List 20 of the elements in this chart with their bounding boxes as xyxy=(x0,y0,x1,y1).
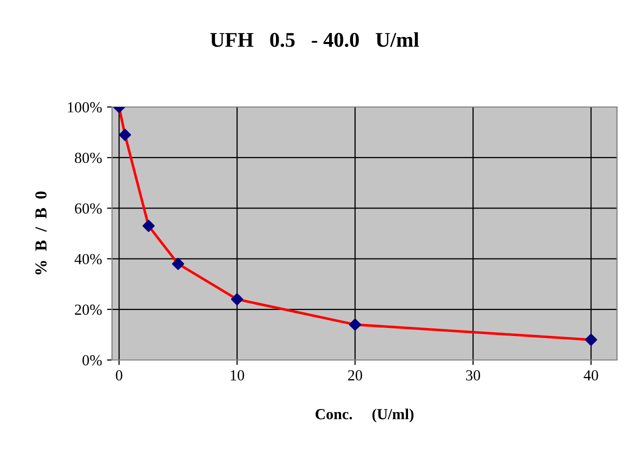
y-tick-label: 80% xyxy=(74,152,102,164)
point xyxy=(584,334,598,346)
point xyxy=(348,318,362,331)
y-axis-title: % B / B 0 xyxy=(35,192,47,274)
x-axis-title: Conc. (U/ml) xyxy=(316,408,414,422)
chart-title: UFH 0.5 - 40.0 U/ml xyxy=(210,32,419,48)
x-tick-label: 30 xyxy=(466,370,480,380)
y-tick-label: 40% xyxy=(74,254,102,264)
y-tick-label: 60% xyxy=(74,203,102,214)
x-tick-label: 0 xyxy=(116,370,122,380)
y-tick-label: 0% xyxy=(82,355,102,366)
y-tick-label: 100% xyxy=(68,102,102,112)
y-tick-label: 20% xyxy=(74,304,102,315)
point xyxy=(118,128,132,141)
point xyxy=(230,293,244,306)
point xyxy=(142,220,155,232)
x-tick-label: 10 xyxy=(230,370,244,380)
x-tick-label: 40 xyxy=(584,370,598,380)
x-tick-label: 20 xyxy=(348,370,362,380)
point xyxy=(172,258,184,270)
